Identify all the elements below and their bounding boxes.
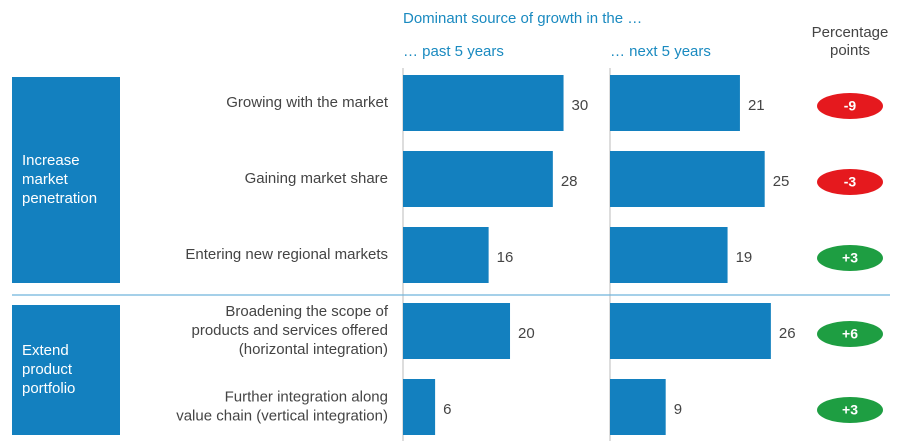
category-label: (horizontal integration) [239, 341, 388, 358]
category-label: Entering new regional markets [185, 246, 388, 263]
bar [403, 379, 436, 435]
bar-value-label: 30 [572, 97, 589, 114]
chart-title: Dominant source of growth in the … [403, 10, 642, 27]
diff-label: +6 [842, 326, 858, 342]
group-box [12, 305, 120, 435]
category-label: Growing with the market [226, 94, 389, 111]
bar-value-label: 28 [561, 173, 578, 190]
bar [610, 379, 666, 435]
category-label: Broadening the scope of [225, 303, 388, 320]
bar-value-label: 25 [773, 173, 790, 190]
bar-value-label: 16 [497, 249, 514, 266]
diff-header: points [830, 42, 870, 59]
bar [403, 75, 564, 131]
bar [403, 227, 489, 283]
bar-value-label: 20 [518, 325, 535, 342]
diff-pill [817, 245, 883, 271]
group-label: market [22, 171, 69, 188]
bar [403, 151, 553, 207]
diff-pill [817, 321, 883, 347]
bar-value-label: 6 [443, 401, 451, 418]
bar [610, 75, 740, 131]
bar-value-label: 9 [674, 401, 682, 418]
bar-value-label: 26 [779, 325, 796, 342]
series-header: … past 5 years [403, 43, 504, 60]
diff-label: +3 [842, 402, 858, 418]
diff-label: -3 [844, 174, 857, 190]
diff-pill [817, 397, 883, 423]
bar-value-label: 21 [748, 97, 765, 114]
diff-label: -9 [844, 98, 857, 114]
group-label: portfolio [22, 380, 75, 397]
bar [403, 303, 511, 359]
diff-pill [817, 169, 883, 195]
group-label: penetration [22, 190, 97, 207]
group-label: product [22, 361, 73, 378]
category-label: products and services offered [191, 322, 388, 339]
diff-pill [817, 93, 883, 119]
diff-header: Percentage [812, 24, 889, 41]
category-label: value chain (vertical integration) [176, 407, 388, 424]
bar-value-label: 19 [736, 249, 753, 266]
group-label: Extend [22, 342, 69, 359]
series-header: … next 5 years [610, 43, 711, 60]
category-label: Further integration along [225, 388, 388, 405]
group-box [12, 77, 120, 283]
group-label: Increase [22, 152, 80, 169]
bar [610, 303, 771, 359]
bar [610, 151, 765, 207]
category-label: Gaining market share [245, 170, 388, 187]
bar [610, 227, 728, 283]
diff-label: +3 [842, 250, 858, 266]
